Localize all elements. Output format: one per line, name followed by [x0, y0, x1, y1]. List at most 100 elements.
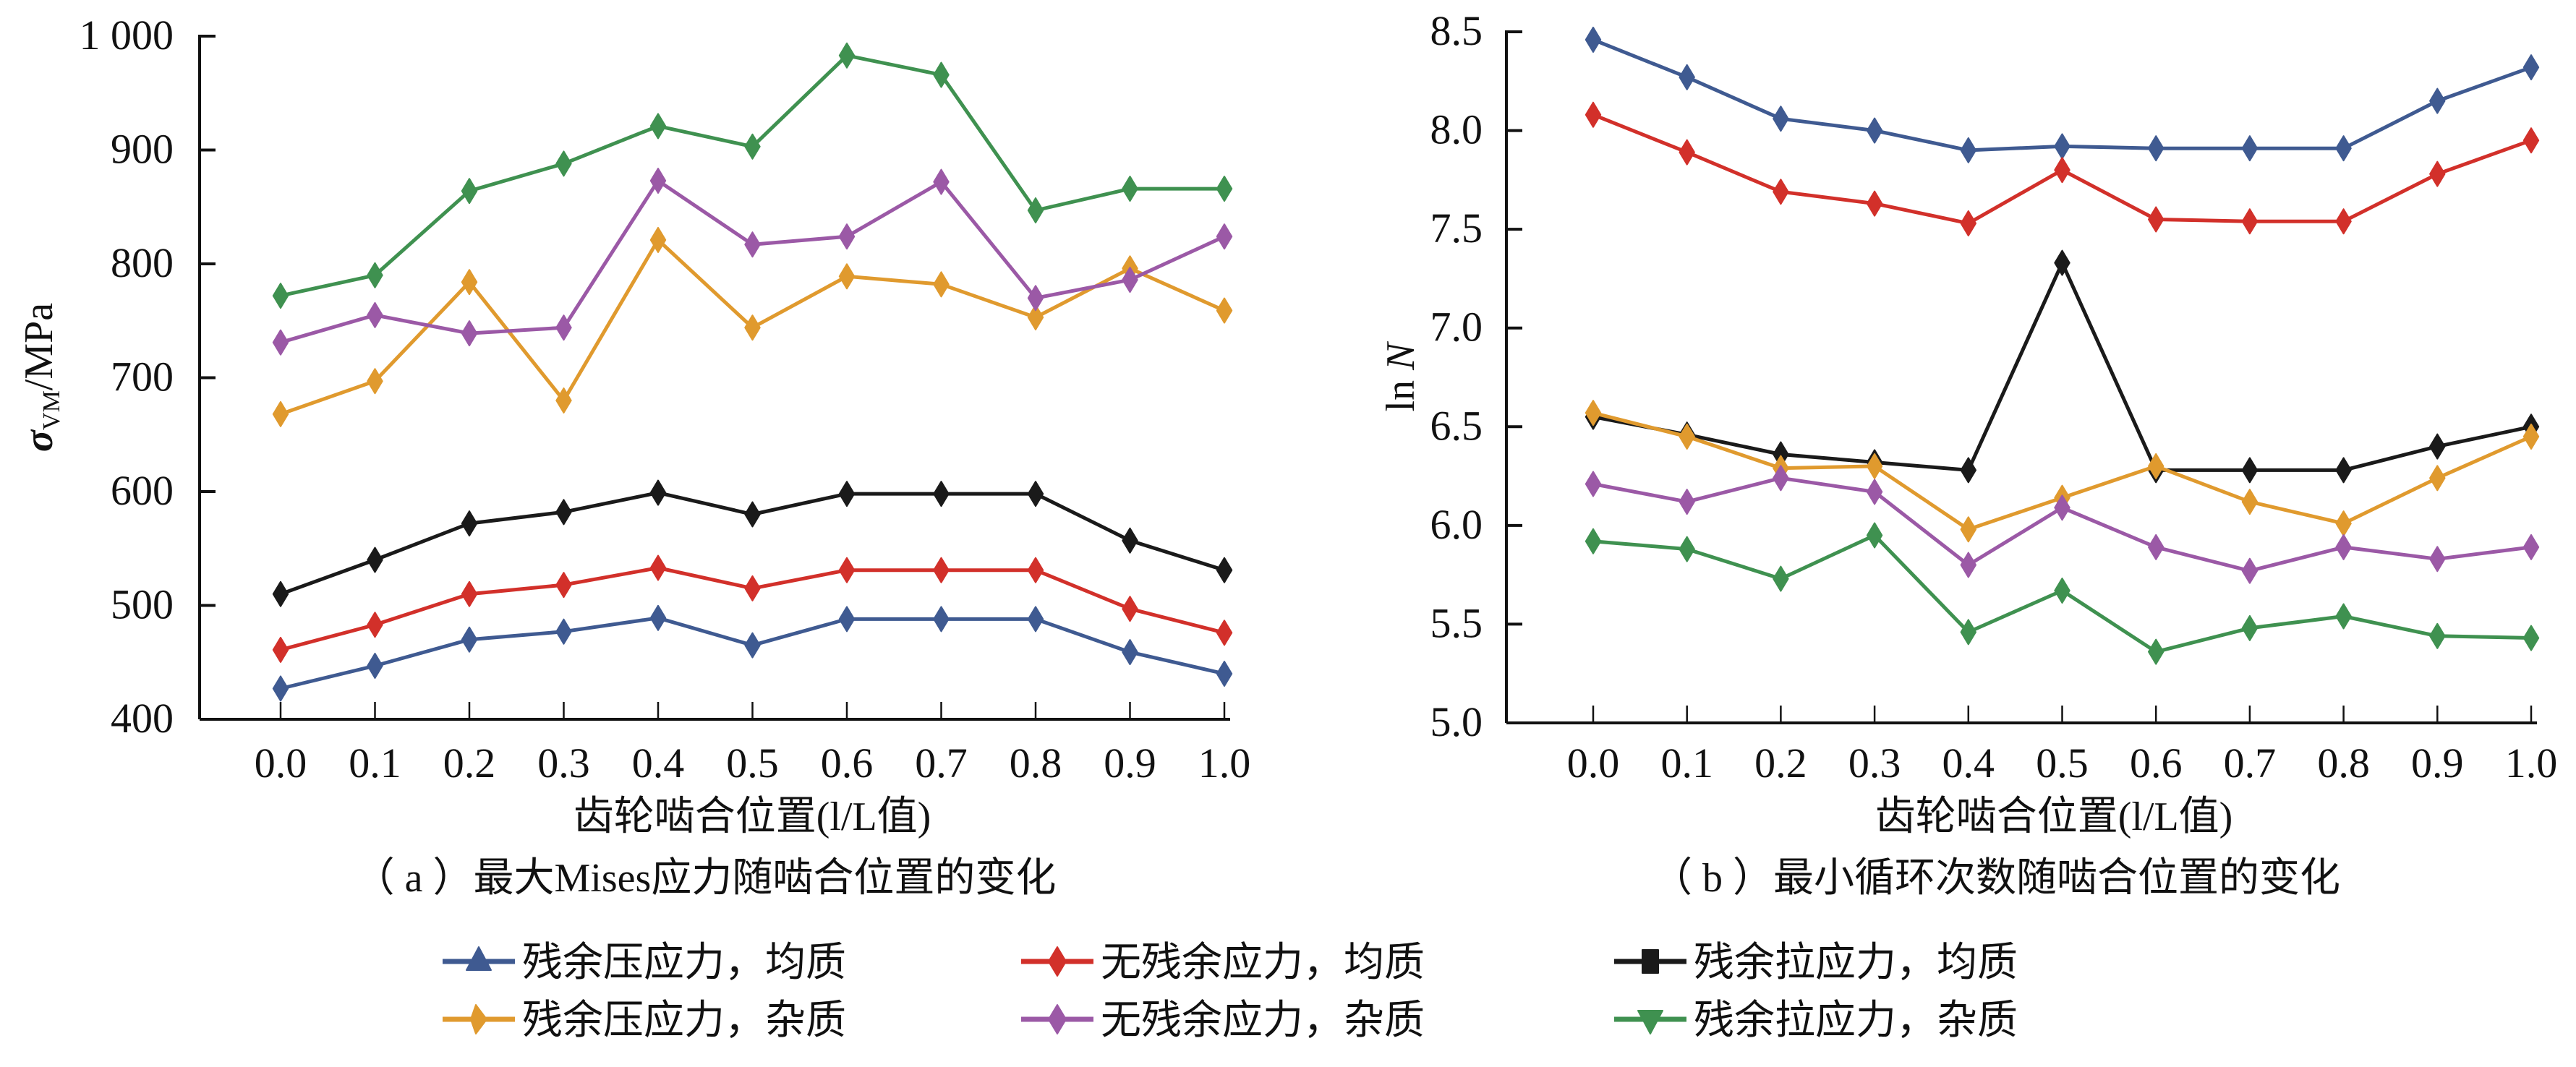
data-point [555, 150, 572, 177]
data-point [1960, 137, 1976, 163]
x-tick-label: 0.6 [2130, 740, 2183, 787]
data-point [2148, 534, 2165, 560]
legend-label: 残余拉应力，均质 [1694, 940, 2018, 985]
legend-marker-icon [466, 946, 492, 971]
data-point [272, 580, 289, 607]
data-point [838, 263, 856, 290]
data-point [2241, 614, 2259, 641]
data-point [1866, 190, 1883, 217]
data-point [1960, 516, 1976, 543]
data-point [2335, 603, 2352, 630]
data-point [2148, 453, 2165, 479]
series-none_homo [1585, 101, 2540, 236]
data-point [1679, 139, 1695, 166]
x-axis-title: 齿轮啮合位置(l/L值) [573, 794, 931, 839]
data-point [2335, 457, 2352, 484]
data-point [838, 557, 856, 583]
series-none_incl [272, 168, 1233, 356]
data-point [838, 42, 856, 69]
data-point [933, 606, 950, 633]
data-point [1679, 489, 1695, 515]
data-point [2054, 494, 2070, 521]
y-tick-label: 400 [111, 695, 174, 742]
data-point [744, 632, 761, 659]
y-tick-label: 5.5 [1430, 599, 1483, 646]
y-axis-title-unit: /MPa [17, 303, 61, 390]
legend-marker-icon [1048, 946, 1067, 977]
y-tick-label: 8.5 [1430, 7, 1483, 54]
data-point [1216, 620, 1233, 646]
data-point [2241, 135, 2259, 162]
y-axis-title-main: σ [17, 429, 61, 452]
legend-item: 残余压应力，均质 [443, 940, 846, 985]
data-point [649, 479, 667, 506]
data-point [461, 269, 478, 296]
y-axis-title-sub: VM [38, 390, 65, 430]
data-point [2335, 208, 2352, 235]
data-point [2148, 135, 2165, 162]
legend-marker-icon [1637, 1010, 1663, 1034]
series-comp_incl [272, 226, 1233, 427]
data-point [555, 387, 572, 413]
data-point [2522, 625, 2540, 651]
data-point [461, 510, 478, 537]
panel-caption: （ a ）最大Mises应力随啮合位置的变化 [354, 856, 1057, 901]
data-point [461, 626, 478, 653]
x-tick-label: 0.8 [2317, 740, 2370, 787]
x-tick-label: 0.1 [349, 740, 401, 787]
data-point [2241, 557, 2259, 584]
x-tick-label: 0.1 [1660, 740, 1713, 787]
panel-b-min-cycles: 5.0 5.5 6.0 6.5 7.0 7.5 8.0 8.5 0.0 0.1 0.2 0.3 0.4 0… [1378, 7, 2557, 901]
y-tick-label: 5.0 [1430, 698, 1483, 745]
legend-item: 无残余应力，杂质 [1021, 998, 1425, 1043]
y-axis-title: σVM/MPa [17, 303, 65, 452]
y-tick-label: 700 [111, 353, 174, 400]
series-line [1592, 261, 2532, 472]
x-tick-label: 0.2 [1754, 740, 1807, 787]
data-point [2429, 160, 2446, 187]
x-tick-label: 0.4 [1942, 740, 1995, 787]
data-point [1773, 465, 1789, 492]
data-point [1027, 197, 1044, 223]
data-point [744, 575, 761, 601]
data-point [2429, 622, 2446, 649]
x-tick-label: 0.2 [443, 740, 496, 787]
data-point [2335, 510, 2352, 537]
data-point [1027, 606, 1044, 633]
data-point [2335, 135, 2352, 162]
x-tick-label: 0.3 [537, 740, 590, 787]
data-point [838, 606, 856, 633]
x-tick-label: 0.9 [2411, 740, 2464, 787]
data-point [1585, 471, 1602, 497]
data-point [461, 178, 478, 205]
data-point [744, 501, 761, 528]
y-tick-label: 7.5 [1430, 205, 1483, 252]
y-axis-title-unit: N [1378, 341, 1423, 371]
x-tick-label: 0.9 [1104, 740, 1156, 787]
legend-item: 残余拉应力，均质 [1614, 940, 2018, 985]
x-tick-label: 1.0 [2505, 740, 2558, 787]
data-point [2148, 638, 2165, 665]
data-point [1027, 304, 1044, 331]
x-tick-label: 0.7 [2224, 740, 2277, 787]
legend-item: 残余压应力，杂质 [443, 998, 846, 1043]
data-point [1679, 423, 1695, 450]
data-point [1216, 297, 1233, 324]
data-point [1585, 400, 1602, 427]
y-tick-label: 800 [111, 239, 174, 286]
data-point [1960, 210, 1976, 236]
x-tick-label: 0.3 [1848, 740, 1901, 787]
data-point [2522, 534, 2540, 560]
legend-marker-icon [470, 1004, 487, 1034]
y-tick-label: 500 [111, 581, 174, 628]
data-point [2148, 206, 2165, 233]
data-point [461, 320, 478, 347]
data-point [649, 554, 667, 581]
series-comp_homo [272, 604, 1233, 702]
data-point [2429, 546, 2446, 573]
data-point [1773, 179, 1789, 205]
data-point [838, 481, 856, 507]
series-tens_homo [1585, 249, 2540, 484]
legend-label: 残余压应力，均质 [522, 940, 846, 985]
